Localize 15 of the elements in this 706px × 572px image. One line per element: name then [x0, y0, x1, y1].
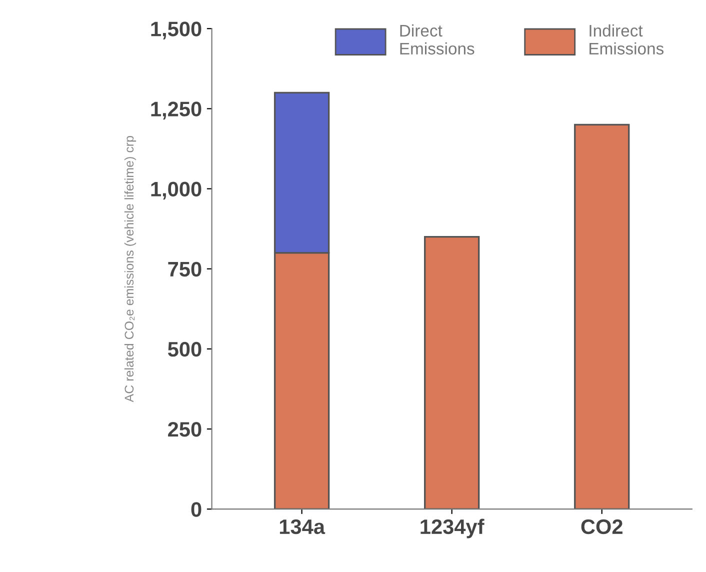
- y-tick-label: 1,000: [151, 182, 202, 200]
- legend-label: Direct Emissions: [400, 24, 474, 55]
- x-tick-label: 134a: [280, 519, 326, 534]
- y-tick-label: 750: [168, 262, 202, 277]
- y-tick-label: 500: [168, 342, 202, 357]
- y-tick-label: 1,250: [151, 102, 202, 120]
- y-tick-label: 250: [168, 422, 202, 437]
- x-tick-label: 1234yf: [420, 518, 484, 538]
- y-axis-title: AC related CO₂e emissions (vehicle lifetime) crp: [124, 136, 136, 402]
- y-tick-label: 1,500: [151, 22, 202, 40]
- x-tick-label: CO2: [581, 519, 622, 534]
- legend-label: Indirect Emissions: [590, 24, 664, 55]
- bar: [574, 124, 630, 510]
- y-tick-label: 0: [191, 502, 202, 517]
- bar: [424, 236, 480, 510]
